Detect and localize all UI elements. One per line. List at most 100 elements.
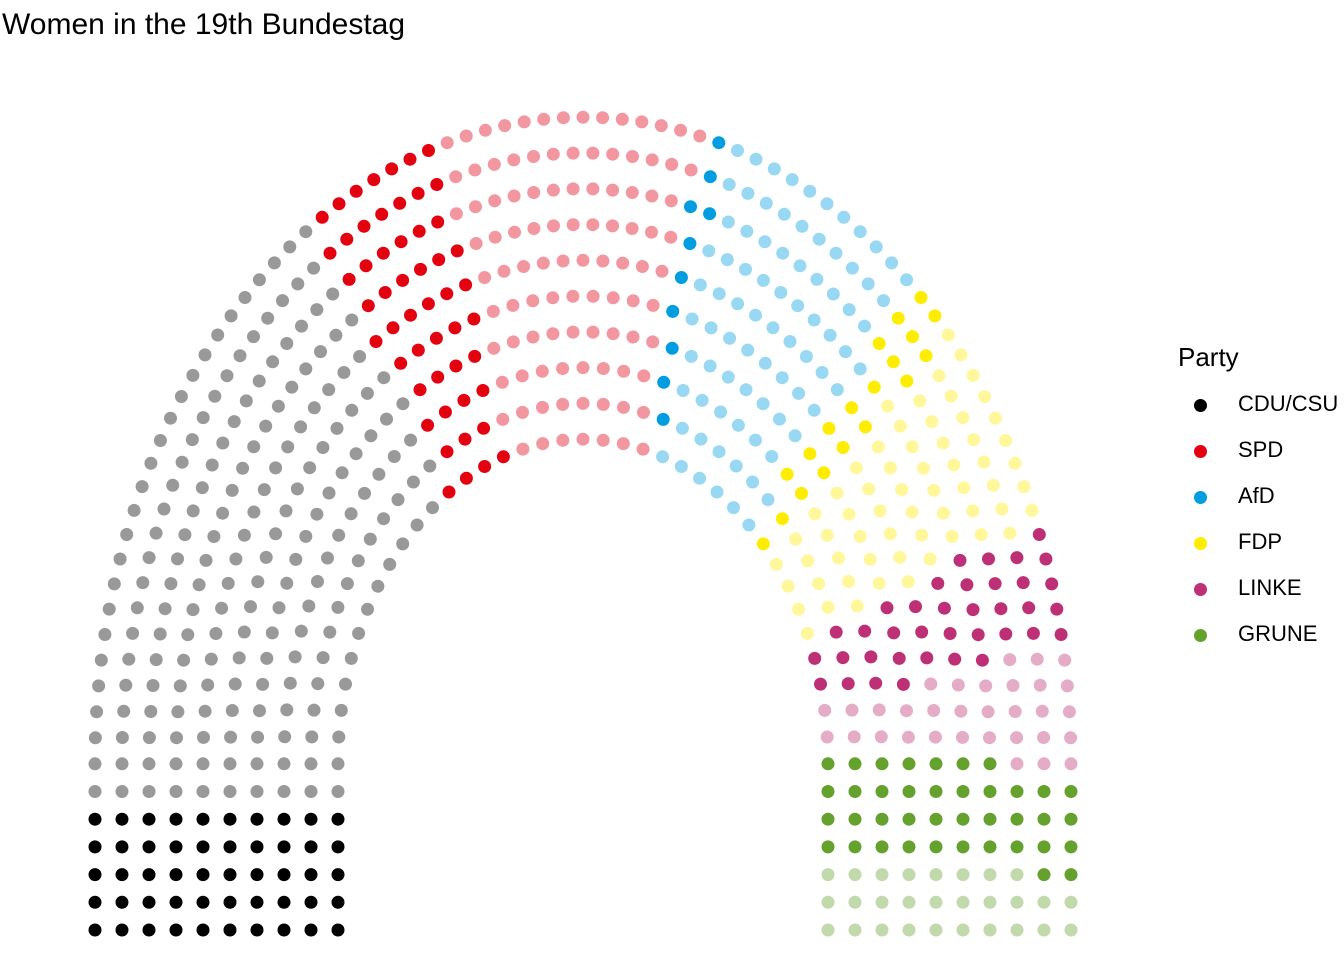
seat-dot [378,286,392,299]
seat-dot [394,356,408,370]
seat-dot [239,394,253,408]
seat-dot [113,552,127,566]
seat-dot [877,294,890,308]
seat-dot [186,504,200,518]
seat-dot [923,552,937,566]
seat-dot [625,222,639,235]
seat-dot [971,628,985,642]
seat-dot [196,757,210,771]
seat-dot [247,505,261,519]
seat-dot [694,432,708,446]
seat-dot [924,677,938,691]
seat-dot [712,136,726,150]
seat-dot [576,432,590,446]
seat-dot [871,440,885,454]
seat-dot [916,461,930,475]
seat-dot [902,923,916,937]
seat-dot [885,256,899,270]
seat-dot [224,309,238,323]
seat-dot [413,383,427,397]
seat-dot [506,335,520,349]
seat-dot [88,840,102,854]
seat-dot [842,575,855,588]
seat-dot [821,840,835,854]
seat-dot [695,393,709,407]
seat-dot [196,411,210,425]
seat-dot [448,321,462,335]
seat-dot [322,486,336,500]
seat-dot [216,506,230,520]
seat-dot [881,399,895,413]
seat-dot [495,375,509,389]
seat-dot [869,240,883,254]
seat-dot [396,537,410,551]
seat-dot [839,345,852,359]
seat-dot [927,483,941,497]
seat-dot [223,757,237,771]
seat-dot [459,129,473,143]
seat-dot [153,627,167,641]
seat-dot [351,554,365,568]
seat-dot [169,868,183,882]
seat-dot [941,328,955,342]
seat-dot [646,298,660,312]
seat-dot [201,678,215,692]
seat-dot [1058,653,1072,667]
seat-dot [684,200,697,214]
seat-dot [304,868,318,882]
seat-dot [487,341,501,355]
seat-dot [517,260,531,273]
seat-dot [556,397,570,411]
seat-dot [977,455,991,469]
seat-dot [1010,551,1024,565]
seat-dot [586,289,600,303]
seat-dot [1062,705,1076,719]
seat-dot [149,653,163,667]
seat-dot [556,362,570,375]
seat-dot [332,730,346,744]
seat-dot [237,625,251,639]
chart-title: Women in the 19th Bundestag [2,8,406,41]
seat-dot [875,868,889,882]
seat-dot [277,840,291,854]
seat-dot [197,730,210,744]
seat-dot [1008,705,1022,718]
seat-dot [340,232,354,246]
seat-dot [438,405,452,419]
seat-dot [280,576,294,590]
seat-dot [826,287,840,301]
seat-dot [305,730,319,744]
seat-dot [983,895,997,909]
seat-dot [836,441,850,454]
seat-dot [883,527,897,541]
seat-dot [606,183,620,197]
seat-dot [820,197,834,211]
seat-dot [358,486,371,500]
seat-dot [936,436,950,450]
seat-dot [185,433,199,447]
seat-dot [468,163,482,177]
seat-dot [920,651,934,665]
seat-dot [302,599,316,613]
seat-dot [867,380,881,394]
seat-dot [371,579,385,593]
seat-dot [875,923,889,937]
seat-dot [115,757,129,771]
seat-dot [208,389,222,403]
seat-dot [307,401,321,415]
seat-dot [775,512,789,526]
seat-dot [157,502,171,516]
seat-dot [791,299,805,313]
seat-dot [353,350,367,363]
legend-key-grune [1194,629,1207,642]
seat-dot [683,237,697,250]
seat-dot [517,115,531,129]
seat-dot [720,253,734,267]
seat-dot [983,812,997,826]
seat-dot [178,528,192,542]
seat-dot [637,369,651,383]
seat-dot [646,335,660,349]
seat-dot [1010,840,1024,854]
seat-dot [635,260,649,273]
seat-dot [872,337,886,350]
